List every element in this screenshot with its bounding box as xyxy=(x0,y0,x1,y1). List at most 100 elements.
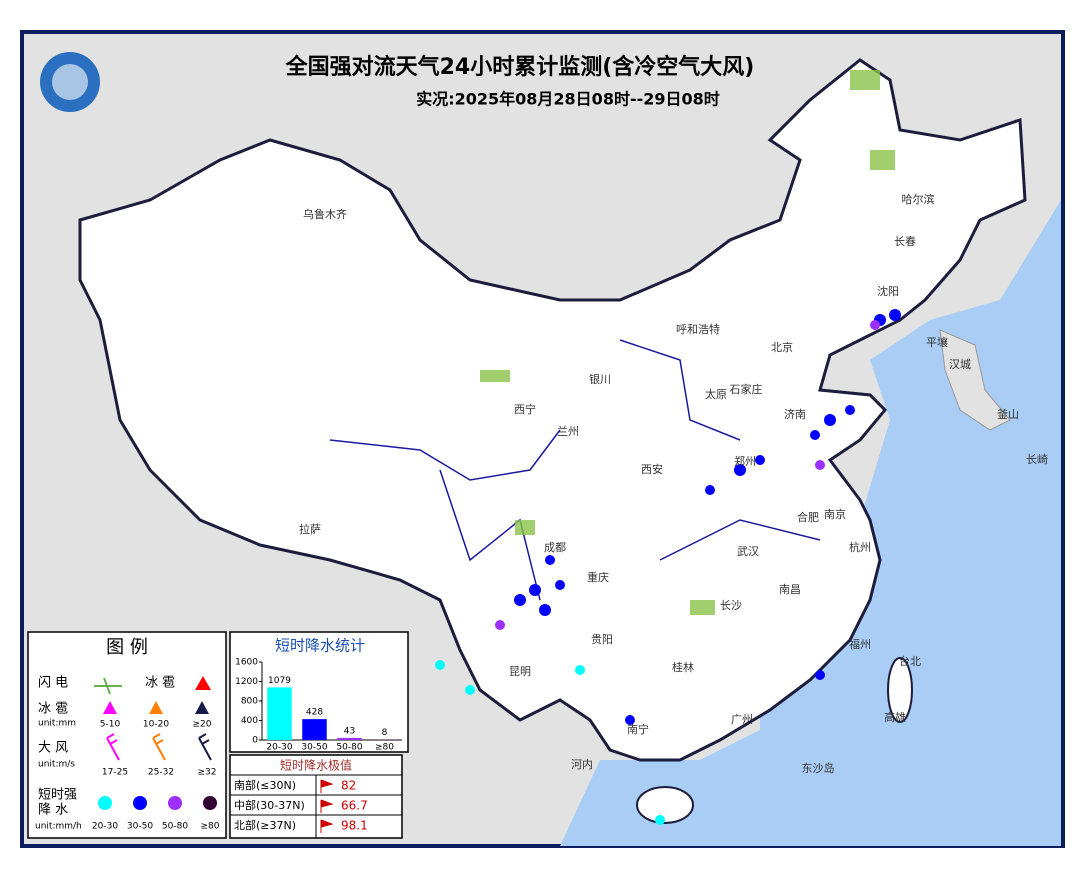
y-tick-label: 0 xyxy=(252,736,258,746)
city-label: 成都 xyxy=(544,541,566,554)
city-label: 釜山 xyxy=(997,407,1019,421)
bar xyxy=(267,687,292,740)
legend-item: ≥80 xyxy=(201,822,220,832)
extreme-value: 82 xyxy=(341,779,356,793)
wind-icon xyxy=(198,733,212,761)
city-label: 合肥 xyxy=(797,510,819,524)
lightning-patches xyxy=(480,70,895,615)
extremes-title: 短时降水极值 xyxy=(280,758,352,773)
rain-icon xyxy=(168,796,182,810)
korea xyxy=(939,329,1011,431)
legend-item: ≥32 xyxy=(198,768,217,778)
city-label: 西安 xyxy=(641,462,663,476)
city-label: 平壤 xyxy=(926,335,948,349)
flag xyxy=(320,819,334,833)
city-label: 昆明 xyxy=(509,665,531,678)
taiwan xyxy=(887,657,913,723)
city-label: 西宁 xyxy=(514,402,536,416)
city-label: 乌鲁木齐 xyxy=(303,207,347,221)
legend-item: ≥20 xyxy=(193,720,212,730)
wind-icon xyxy=(152,733,166,761)
legend-label: 闪 电 xyxy=(38,676,68,691)
city-label: 东沙岛 xyxy=(802,761,835,775)
city-label: 沈阳 xyxy=(877,284,899,298)
extreme-value: 66.7 xyxy=(341,799,368,813)
legend-items: 5-10 10-20 ≥20 17-25 25-32 ≥32 20-30 30-50 50-80… xyxy=(92,701,220,832)
city-label: 济南 xyxy=(784,407,806,421)
hail-icon xyxy=(103,701,117,714)
city-label: 郑州 xyxy=(734,454,756,468)
city-label: 南京 xyxy=(824,507,846,521)
legend-item: 17-25 xyxy=(102,768,128,778)
city-label: 武汉 xyxy=(737,545,759,558)
city-label: 哈尔滨 xyxy=(902,192,935,206)
y-tick-label: 400 xyxy=(241,716,258,726)
value-label: 43 xyxy=(344,726,355,736)
y-tick-label: 1600 xyxy=(235,658,258,668)
legend-title: 图 例 xyxy=(106,637,148,658)
city-label: 贵阳 xyxy=(591,633,613,646)
city-label: 银川 xyxy=(589,372,611,386)
city-label: 广州 xyxy=(731,713,753,726)
flag xyxy=(320,799,334,813)
legend-item: 20-30 xyxy=(92,822,118,832)
city-label: 福州 xyxy=(849,637,871,651)
city-label: 兰州 xyxy=(557,425,579,438)
city-label: 台北 xyxy=(899,654,921,668)
subtitle: 实况:2025年08月28日08时--29日08时 xyxy=(416,90,720,109)
rain-dots xyxy=(435,309,901,825)
china-outline xyxy=(78,58,1027,762)
legend-label: 大 风 xyxy=(38,741,68,756)
city-label: 北京 xyxy=(771,340,793,354)
rain-icon xyxy=(98,796,112,810)
extreme-value: 98.1 xyxy=(341,819,368,833)
hainan xyxy=(636,786,694,824)
value-label: 1079 xyxy=(268,676,291,686)
logo-inner xyxy=(52,64,88,100)
rain-icon xyxy=(203,796,217,810)
lightning-symbol xyxy=(94,677,122,695)
city-label: 南昌 xyxy=(779,583,801,596)
city-label: 河内 xyxy=(571,757,593,771)
value-label: 428 xyxy=(306,708,323,718)
city-label: 高雄 xyxy=(884,710,906,724)
legend-label: 冰 雹 xyxy=(145,676,175,691)
title: 全国强对流天气24小时累计监测(含冷空气大风) xyxy=(285,54,755,80)
legend-label: 短时强 xyxy=(38,788,77,803)
legend-label: 冰 雹 xyxy=(38,702,68,717)
x-tick-label: 50-80 xyxy=(336,743,362,753)
rain-icon xyxy=(133,796,147,810)
city-label: 汉城 xyxy=(949,358,971,371)
region: 南部(≤30N) xyxy=(234,778,296,792)
stats-title: 短时降水统计 xyxy=(275,637,365,655)
extremes-table: 南部(≤30N) 82 中部(30-37N) 66.7 北部(≥37N) 98.1 xyxy=(230,774,402,838)
city-label: 长春 xyxy=(894,235,916,248)
legend-label: 降 水 xyxy=(38,803,68,818)
legend-box xyxy=(27,631,227,839)
value-label: 8 xyxy=(382,728,388,738)
city-label: 杭州 xyxy=(849,540,871,554)
y-tick-label: 1200 xyxy=(235,677,258,687)
city-label: 太原 xyxy=(705,388,727,401)
city-label: 拉萨 xyxy=(299,522,321,536)
legend-unit: unit:mm/h xyxy=(35,822,82,832)
legend-unit: unit:m/s xyxy=(38,760,75,770)
city-label: 长崎 xyxy=(1026,452,1048,466)
city-label: 呼和浩特 xyxy=(676,322,720,336)
sea-south xyxy=(560,540,900,846)
bar xyxy=(302,719,327,740)
x-tick-label: 30-50 xyxy=(301,743,327,753)
bar xyxy=(337,737,362,740)
region: 中部(30-37N) xyxy=(234,798,305,812)
legend-item: 10-20 xyxy=(143,720,169,730)
stats-chart: 0 400 800 1200 1600 20-30 1079 30-50 428 50-80 43 ≥… xyxy=(235,658,402,753)
city-label: 桂林 xyxy=(672,660,694,674)
city-label: 长沙 xyxy=(720,599,742,612)
flag xyxy=(320,779,334,793)
legend-item: 50-80 xyxy=(162,822,188,832)
legend-item: 30-50 xyxy=(127,822,153,832)
region: 北部(≥37N) xyxy=(234,818,296,832)
x-tick-label: 20-30 xyxy=(266,743,292,753)
